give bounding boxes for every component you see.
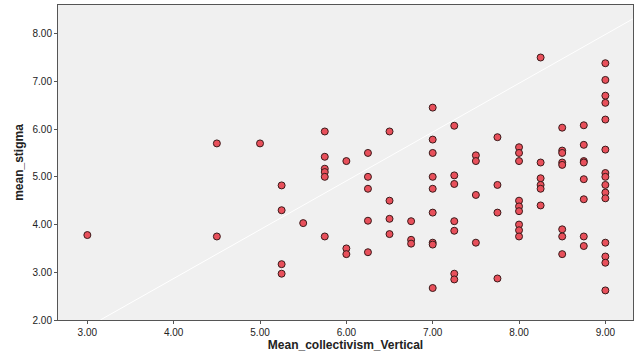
svg-text:3.00: 3.00: [33, 267, 53, 278]
svg-text:mean_stigma: mean_stigma: [12, 124, 26, 201]
svg-text:5.00: 5.00: [33, 171, 53, 182]
svg-text:4.00: 4.00: [164, 327, 184, 338]
svg-text:9.00: 9.00: [596, 327, 616, 338]
svg-text:7.00: 7.00: [33, 76, 53, 87]
svg-text:2.00: 2.00: [33, 315, 53, 326]
svg-text:3.00: 3.00: [78, 327, 98, 338]
svg-text:5.00: 5.00: [250, 327, 270, 338]
svg-text:6.00: 6.00: [33, 124, 53, 135]
svg-text:6.00: 6.00: [337, 327, 357, 338]
svg-text:Mean_collectivism_Vertical: Mean_collectivism_Vertical: [268, 338, 423, 352]
svg-text:7.00: 7.00: [423, 327, 443, 338]
svg-text:8.00: 8.00: [509, 327, 529, 338]
svg-text:8.00: 8.00: [33, 28, 53, 39]
svg-text:4.00: 4.00: [33, 219, 53, 230]
